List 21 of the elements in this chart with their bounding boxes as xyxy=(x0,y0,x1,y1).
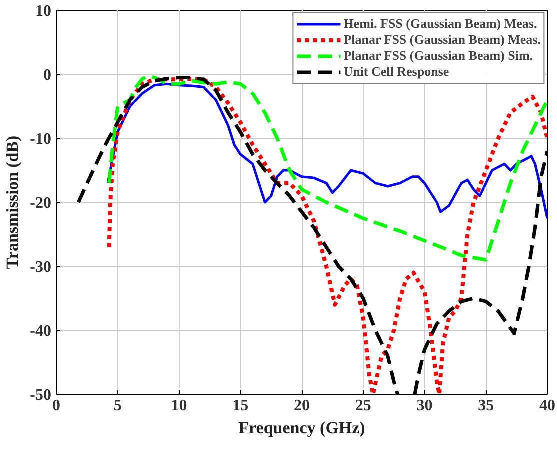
x-tick-label: 5 xyxy=(114,398,122,414)
y-tick-label: -20 xyxy=(30,195,52,212)
x-tick-label: 25 xyxy=(355,398,372,414)
x-tick-label: 35 xyxy=(478,398,494,414)
legend-label: Hemi. FSS (Gaussian Beam) Meas. xyxy=(344,16,538,32)
x-tick-label: 20 xyxy=(294,398,310,414)
y-axis-title: Transmission (dB) xyxy=(3,136,22,270)
y-tick-label: -40 xyxy=(30,323,52,340)
legend-label: Unit Cell Response xyxy=(344,64,450,80)
legend-label: Planar FSS (Gaussian Beam) Sim. xyxy=(344,48,534,64)
y-tick-label: -10 xyxy=(30,131,52,148)
legend-label: Planar FSS (Gaussian Beam) Meas. xyxy=(344,32,541,48)
y-tick-label: -50 xyxy=(30,387,52,404)
x-axis-title: Frequency (GHz) xyxy=(238,418,366,438)
y-tick-label: -30 xyxy=(30,259,52,276)
y-tick-label: 0 xyxy=(44,67,52,84)
x-tick-label: 15 xyxy=(232,398,249,414)
x-tick-label: 10 xyxy=(171,398,188,414)
x-tick-label: 40 xyxy=(540,398,556,414)
x-tick-label: 30 xyxy=(416,398,433,414)
y-tick-label: 10 xyxy=(36,3,52,20)
